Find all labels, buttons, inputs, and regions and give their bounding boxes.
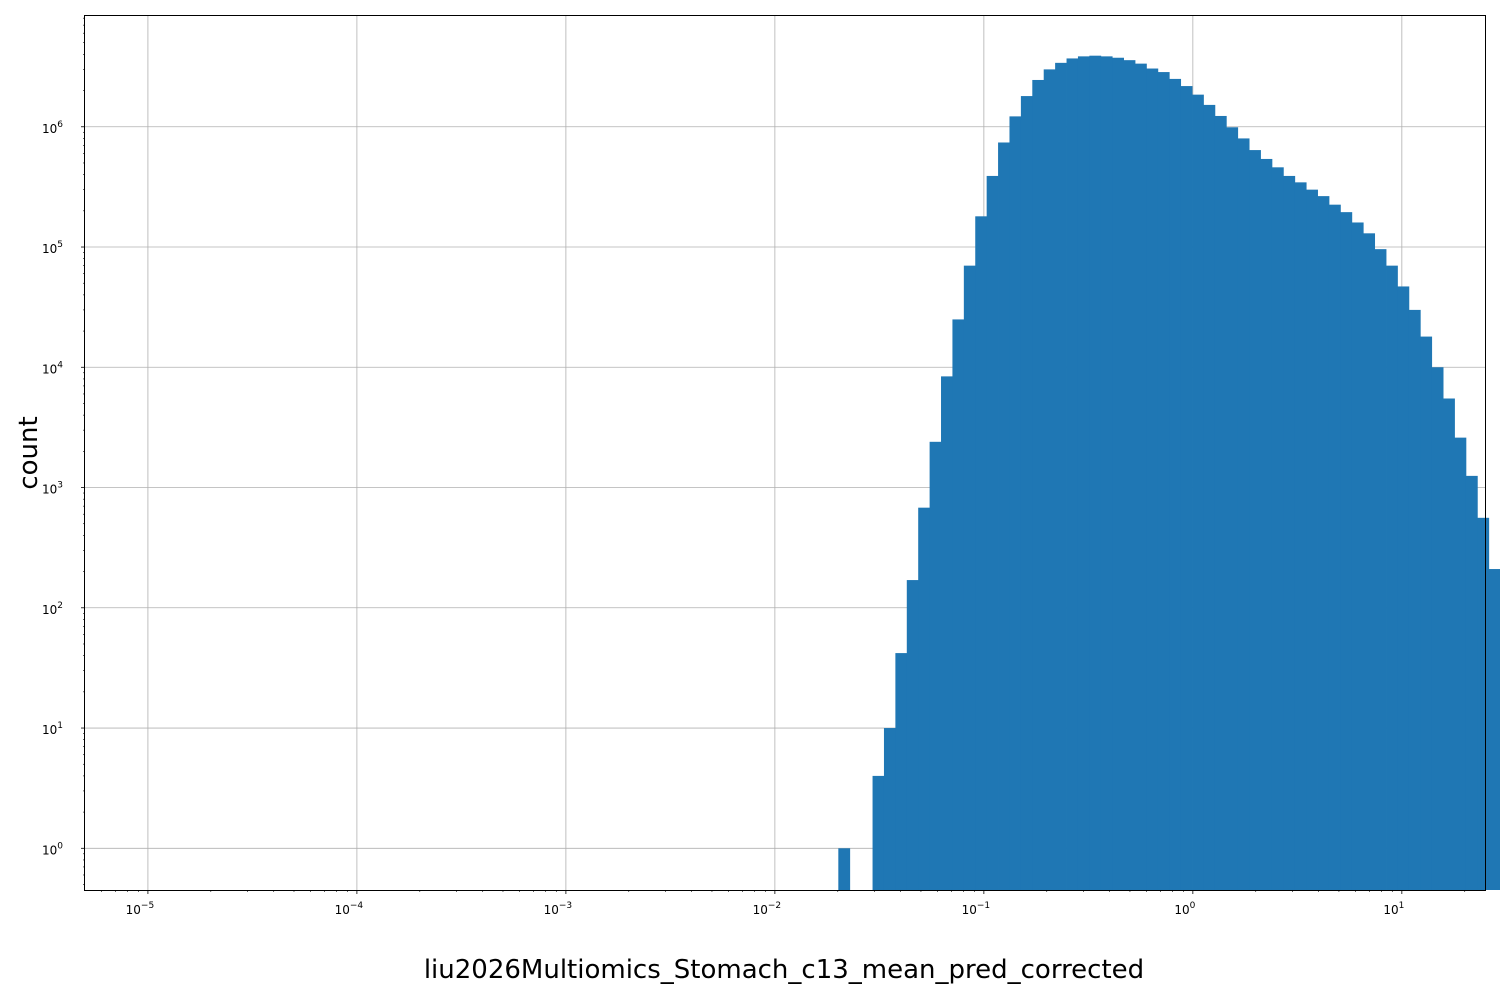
x-tick-label: 10−2 (753, 901, 782, 917)
x-tick-label: 100 (1174, 901, 1195, 917)
histogram-bar (1306, 189, 1318, 890)
histogram-bar (1249, 150, 1261, 890)
histogram-bar (1032, 79, 1045, 891)
histogram-bar (1386, 265, 1398, 890)
histogram-bar (1317, 196, 1330, 890)
axis-ticks (81, 17, 1466, 894)
histogram-bar (1100, 56, 1113, 891)
tick-labels: 10−5 10−4 10−3 10−2 10−1 100 101 100 101 102 103 10… (42, 120, 1404, 917)
histogram-bar (1374, 249, 1387, 890)
x-tick-label: 10−4 (335, 901, 364, 917)
histogram-bar (941, 376, 953, 890)
histogram-bar (1135, 63, 1147, 890)
histogram-bar (1283, 175, 1296, 890)
histogram-bar (1237, 138, 1250, 891)
x-axis-label: liu2026Multiomics_Stomach_c13_mean_pred_… (424, 955, 1144, 985)
y-tick-label: 102 (42, 601, 63, 617)
histogram-bar (1077, 56, 1090, 891)
histogram-bar (998, 142, 1010, 891)
y-tick-label: 105 (42, 240, 63, 256)
histogram-bar (1328, 204, 1341, 891)
histogram-bar (918, 507, 931, 890)
histogram-bar (1226, 127, 1239, 891)
histogram-bar (975, 216, 988, 890)
histogram-bar (1477, 517, 1490, 890)
histogram-bar (986, 175, 999, 890)
histogram-bar (1408, 309, 1421, 890)
histogram-bar (1488, 569, 1500, 890)
y-tick-label: 106 (42, 120, 63, 136)
histogram-bar (929, 441, 942, 890)
histogram-bar (1055, 62, 1067, 891)
y-tick-label: 103 (42, 481, 63, 497)
histogram-bar (1112, 57, 1124, 891)
histogram-bar (1363, 233, 1376, 890)
x-tick-label: 10−1 (962, 901, 991, 917)
histogram-bar (952, 319, 965, 890)
x-tick-label: 10−5 (126, 901, 155, 917)
y-tick-label: 104 (42, 360, 63, 376)
histogram-bar (1271, 167, 1284, 890)
histogram-bar (1180, 86, 1193, 890)
histogram-bar (1157, 72, 1170, 890)
histogram-bar (838, 848, 851, 890)
y-tick-label: 100 (42, 841, 63, 857)
histogram-bar (1214, 115, 1227, 890)
histogram-bar (1351, 222, 1364, 891)
histogram-bar (1431, 367, 1444, 890)
histogram-bar (906, 580, 919, 890)
histogram-bar (1203, 104, 1216, 890)
plot-frame (84, 15, 1486, 891)
histogram-bar (1146, 68, 1159, 890)
histogram-bar (1260, 158, 1273, 890)
y-tick-label: 101 (42, 721, 63, 737)
histogram-bar (1020, 96, 1033, 890)
histogram-bar (1089, 55, 1102, 890)
histogram-bar (1340, 212, 1353, 890)
histogram-bar (1397, 286, 1410, 890)
histogram-bar (1294, 182, 1307, 891)
histogram-bar (1465, 475, 1478, 890)
histogram-bar (1043, 69, 1056, 890)
y-axis-label: count (14, 416, 44, 489)
histogram-bar (883, 728, 896, 890)
histogram-bar (1420, 336, 1433, 891)
histogram-bar (1169, 78, 1182, 890)
x-tick-label: 10−3 (544, 901, 573, 917)
histogram-bar (895, 653, 908, 890)
histogram-bar (1066, 58, 1079, 890)
histogram-bar (872, 775, 885, 890)
x-tick-label: 101 (1383, 901, 1404, 917)
histogram-bar (1443, 398, 1455, 890)
histogram-bar (1454, 437, 1467, 890)
histogram-bar (963, 265, 976, 890)
histogram-bars (838, 55, 1500, 891)
histogram-bar (1192, 94, 1204, 890)
histogram-bar (1123, 60, 1136, 891)
histogram-bar (1009, 116, 1022, 890)
